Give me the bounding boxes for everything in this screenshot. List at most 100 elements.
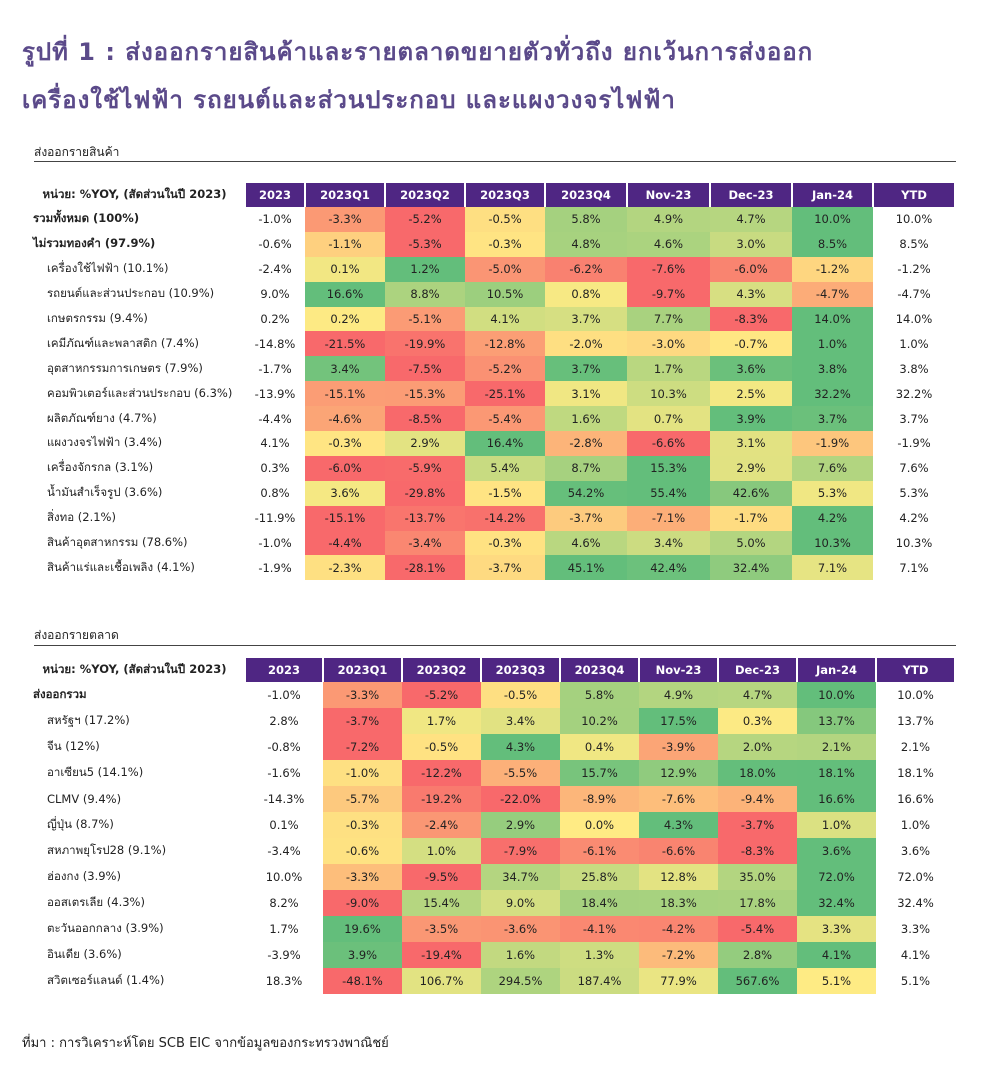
value-cell: 15.7% xyxy=(560,760,639,786)
table-row: สินค้าอุตสาหกรรม (78.6%) -1.0% -4.4% -3.4% -… xyxy=(25,530,955,556)
value-cell: 8.5% xyxy=(899,237,929,252)
column-header: YTD xyxy=(872,183,956,207)
value-cell: 0.0% xyxy=(560,812,639,838)
table-row: สิ่งทอ (2.1%) -11.9% -15.1% -13.7% -14.2% -3.… xyxy=(25,505,955,531)
value-cell: -1.7% xyxy=(710,505,792,531)
value-cell: 3.4% xyxy=(627,530,710,556)
value-cell: 10.3% xyxy=(627,381,710,407)
value-cell: -5.4% xyxy=(718,916,797,942)
value-cell: 34.7% xyxy=(481,864,560,890)
value-cell: 10.0% xyxy=(797,682,876,708)
value-cell: 18.0% xyxy=(718,760,797,786)
value-cell: 0.2% xyxy=(305,306,385,332)
value-cell: 2.1% xyxy=(900,740,931,754)
value-cell: 17.8% xyxy=(718,890,797,916)
table-row: สหภาพยุโรป28 (9.1%) -3.4% -0.6% 1.0% -7.9% -6… xyxy=(25,838,955,864)
value-cell: -1.1% xyxy=(305,231,385,257)
value-cell: -4.4% xyxy=(258,411,292,426)
value-cell: -6.0% xyxy=(710,256,792,282)
row-label: เครื่องจักรกล (3.1%) xyxy=(47,460,154,475)
value-cell: 1.0% xyxy=(797,812,876,838)
value-cell: -19.2% xyxy=(402,786,481,812)
row-label: สหรัฐฯ (17.2%) xyxy=(47,713,130,727)
table-row: ส่งออกรวม -1.0% -3.3% -5.2% -0.5% 5.8% 4.9% 4.7… xyxy=(25,682,955,708)
table-row: CLMV (9.4%) -14.3% -5.7% -19.2% -22.0% -8.9% -… xyxy=(25,786,955,812)
value-cell: -2.3% xyxy=(305,555,385,581)
value-cell: 17.5% xyxy=(639,708,718,734)
value-cell: -8.9% xyxy=(560,786,639,812)
column-header: 2023Q1 xyxy=(304,183,386,207)
row-label: สินค้าอุตสาหกรรม (78.6%) xyxy=(47,535,188,550)
row-label: อาเซียน5 (14.1%) xyxy=(47,765,144,779)
value-cell: 5.8% xyxy=(560,682,639,708)
value-cell: -5.9% xyxy=(385,455,465,481)
value-cell: 72.0% xyxy=(797,864,876,890)
value-cell: 10.3% xyxy=(895,536,933,551)
table-row: คอมพิวเตอร์และส่วนประกอบ (6.3%) -13.9% -15… xyxy=(25,381,955,407)
value-cell: 18.1% xyxy=(797,760,876,786)
value-cell: 42.4% xyxy=(627,555,710,581)
value-cell: -0.3% xyxy=(465,530,545,556)
value-cell: 10.2% xyxy=(560,708,639,734)
title-line-1: รูปที่ 1 : ส่งออกรายสินค้าและรายตลาดขยาย… xyxy=(22,38,814,66)
column-header: 2023 xyxy=(244,658,324,682)
value-cell: -2.8% xyxy=(545,431,627,456)
products-divider xyxy=(34,161,956,162)
value-cell: 3.1% xyxy=(545,381,627,407)
value-cell: 16.6% xyxy=(897,792,934,806)
row-label: สิ่งทอ (2.1%) xyxy=(47,510,116,525)
value-cell: 5.3% xyxy=(792,480,873,506)
value-cell: 1.6% xyxy=(545,406,627,432)
value-cell: -19.4% xyxy=(402,942,481,968)
value-cell: -5.5% xyxy=(481,760,560,786)
value-cell: 3.9% xyxy=(323,942,402,968)
value-cell: -19.9% xyxy=(385,331,465,357)
value-cell: -3.0% xyxy=(627,331,710,357)
value-cell: 3.7% xyxy=(545,356,627,382)
column-header: 2023Q2 xyxy=(384,183,466,207)
value-cell: 16.4% xyxy=(465,431,545,456)
table-row: สินค้าแร่และเชื้อเพลิง (4.1%) -1.9% -2.3% -… xyxy=(25,555,955,581)
value-cell: 10.0% xyxy=(792,207,873,232)
value-cell: 16.6% xyxy=(305,281,385,307)
value-cell: 2.9% xyxy=(481,812,560,838)
value-cell: 10.5% xyxy=(465,281,545,307)
value-cell: 72.0% xyxy=(897,870,934,884)
value-cell: 294.5% xyxy=(481,968,560,994)
value-cell: 567.6% xyxy=(718,968,797,994)
unit-label: หน่วย: %YOY, (สัดส่วนในปี 2023) xyxy=(25,658,245,682)
value-cell: -5.1% xyxy=(385,306,465,332)
value-cell: 0.4% xyxy=(560,734,639,760)
value-cell: 32.2% xyxy=(895,386,933,401)
value-cell: 4.6% xyxy=(545,530,627,556)
table-row: เครื่องจักรกล (3.1%) 0.3% -6.0% -5.9% 5.4% 8.… xyxy=(25,455,955,481)
value-cell: -3.7% xyxy=(323,708,402,734)
row-label: เครื่องใช้ไฟฟ้า (10.1%) xyxy=(47,261,169,276)
value-cell: -2.4% xyxy=(402,812,481,838)
row-label: รวมทั้งหมด (100%) xyxy=(33,211,140,226)
value-cell: -1.0% xyxy=(258,536,292,551)
table-row: สวิตเซอร์แลนด์ (1.4%) 18.3% -48.1% 106.7% 29… xyxy=(25,968,955,994)
value-cell: 8.5% xyxy=(792,231,873,257)
table-row: อุตสาหกรรมการเกษตร (7.9%) -1.7% 3.4% -7.5% -… xyxy=(25,356,955,382)
column-header: Dec-23 xyxy=(717,658,798,682)
value-cell: 8.8% xyxy=(385,281,465,307)
value-cell: 2.9% xyxy=(385,431,465,456)
value-cell: -48.1% xyxy=(323,968,402,994)
value-cell: -9.0% xyxy=(323,890,402,916)
value-cell: 1.2% xyxy=(385,256,465,282)
value-cell: -3.6% xyxy=(481,916,560,942)
column-header: Jan-24 xyxy=(791,183,874,207)
value-cell: 3.6% xyxy=(797,838,876,864)
value-cell: -14.3% xyxy=(263,792,305,806)
value-cell: 4.9% xyxy=(639,682,718,708)
value-cell: 3.7% xyxy=(545,306,627,332)
value-cell: -15.1% xyxy=(305,381,385,407)
markets-divider xyxy=(34,645,956,646)
value-cell: -5.0% xyxy=(465,256,545,282)
value-cell: 7.7% xyxy=(627,306,710,332)
value-cell: 3.1% xyxy=(710,431,792,456)
table-row: ญี่ปุ่น (8.7%) 0.1% -0.3% -2.4% 2.9% 0.0% 4.3%… xyxy=(25,812,955,838)
column-header: 2023Q4 xyxy=(544,183,628,207)
value-cell: -4.7% xyxy=(792,281,873,307)
